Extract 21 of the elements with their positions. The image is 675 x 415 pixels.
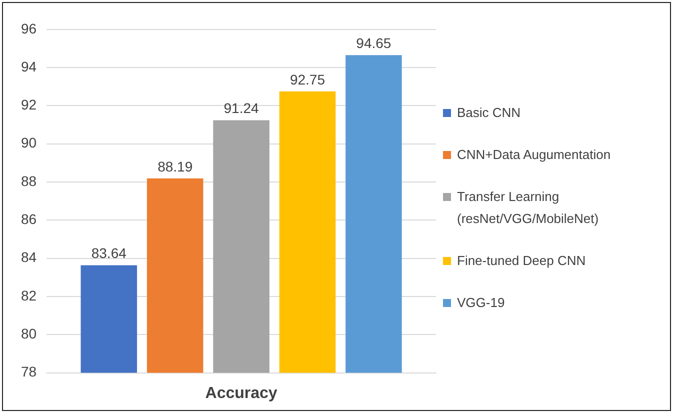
legend-label: Transfer Learning (resNet/VGG/MobileNet) xyxy=(457,188,600,228)
x-tick-label: Accuracy xyxy=(205,384,278,402)
y-tick-label: 96 xyxy=(20,20,37,36)
data-label: 83.64 xyxy=(91,245,127,262)
data-label: 88.19 xyxy=(158,158,193,174)
y-tick-label: 94 xyxy=(20,58,37,74)
data-label: 94.65 xyxy=(356,35,392,52)
y-tick-label: 84 xyxy=(20,249,37,266)
y-tick-label: 78 xyxy=(20,364,37,380)
y-tick-label: 92 xyxy=(20,96,37,113)
y-tick-label: 80 xyxy=(20,326,37,342)
y-tick-label: 88 xyxy=(20,172,37,189)
data-label: 92.75 xyxy=(290,71,326,88)
legend-label: Fine-tuned Deep CNN xyxy=(457,252,586,270)
legend-label: CNN+Data Augumentation xyxy=(457,146,611,164)
legend-label: VGG-19 xyxy=(457,294,505,312)
legend-label: Basic CNN xyxy=(457,104,521,122)
y-tick-label: 86 xyxy=(20,211,37,228)
y-tick-label: 82 xyxy=(20,287,37,304)
data-label: 91.24 xyxy=(224,100,260,116)
y-tick-label: 90 xyxy=(20,134,37,151)
